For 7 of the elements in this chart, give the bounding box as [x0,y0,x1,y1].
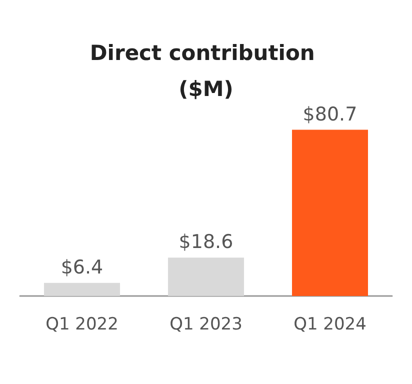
x-tick-label: Q1 2022 [46,314,118,334]
chart-title: Direct contribution ($M) [90,41,322,101]
x-tick-label: Q1 2024 [294,314,366,334]
x-tick-label: Q1 2023 [170,314,242,334]
data-label: $80.7 [302,103,358,126]
data-label: $6.4 [60,256,104,278]
data-label: $18.6 [178,231,234,254]
